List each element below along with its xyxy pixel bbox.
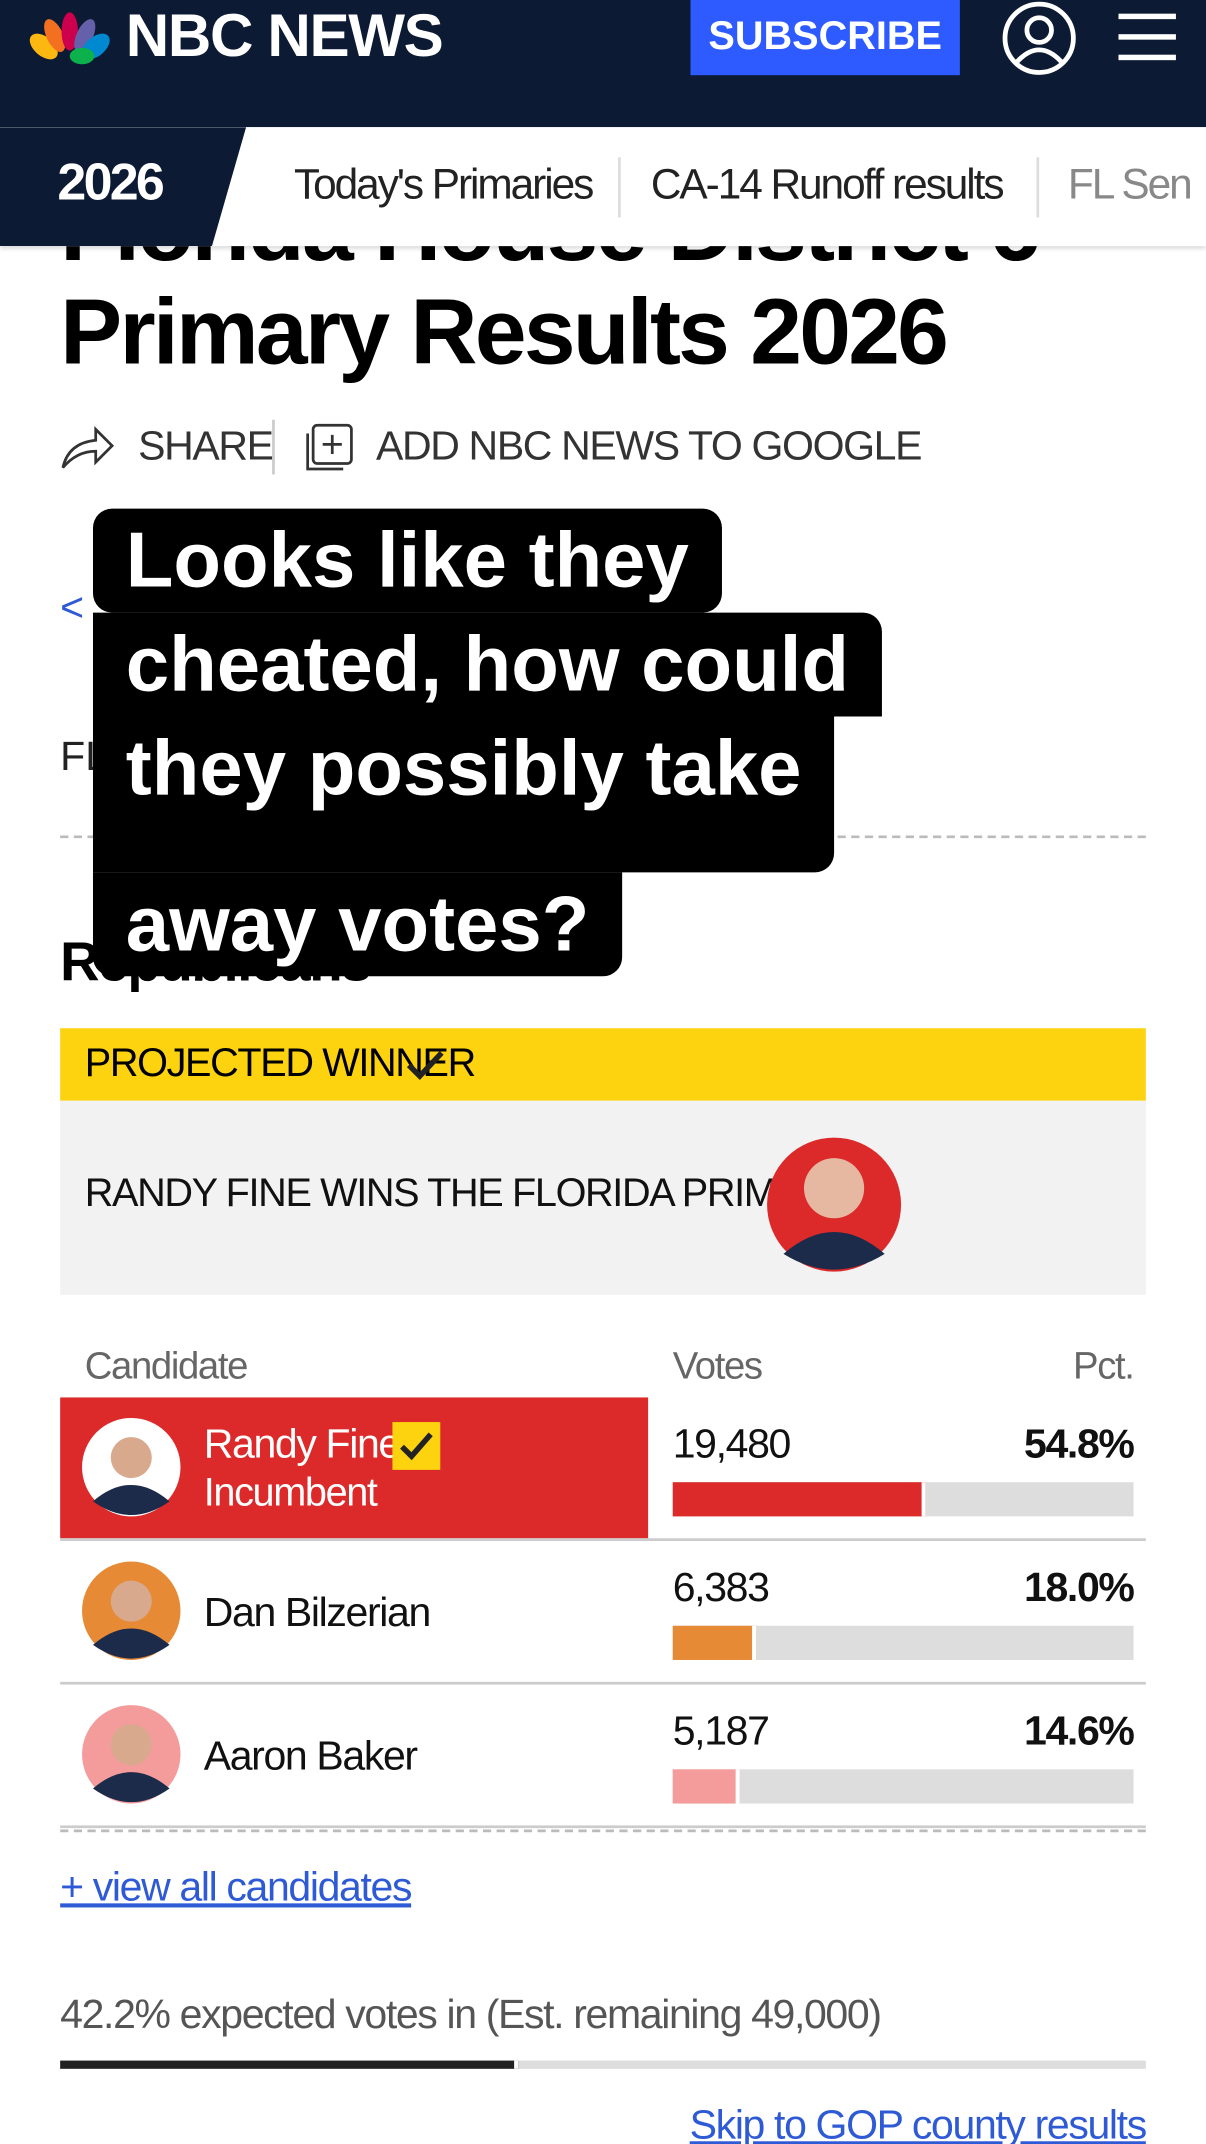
badge: 2026 xyxy=(57,154,164,212)
caption-line: away votes? xyxy=(92,872,623,977)
caption-line: cheated, how could xyxy=(92,612,882,717)
column-header: Votes xyxy=(672,1344,763,1387)
candidate-name: Aaron Baker xyxy=(203,1733,418,1779)
candidate-note: Incumbent xyxy=(203,1471,378,1516)
subscribe-button[interactable]: SUBSCRIBE xyxy=(690,0,960,76)
winner-banner: PROJECTED WINNER xyxy=(60,1028,1146,1101)
pct: 14.6% xyxy=(1024,1709,1135,1755)
divider xyxy=(618,157,621,218)
divider xyxy=(272,419,275,475)
badge-bg xyxy=(0,127,247,247)
candidate-photo xyxy=(82,1705,181,1804)
candidate-name: Dan Bilzerian xyxy=(203,1590,432,1636)
election-nav: 2026 Today's Primaries CA-14 Runoff resu… xyxy=(0,127,1206,247)
nav-link[interactable]: CA-14 Runoff results xyxy=(650,159,1005,208)
column-header: Pct. xyxy=(1073,1344,1135,1387)
caption-line: Looks like they xyxy=(92,508,722,613)
votes: 5,187 xyxy=(672,1709,770,1755)
bar-track xyxy=(672,1625,1134,1660)
bar-track xyxy=(672,1769,1134,1804)
site-header: NBC NEWS SUBSCRIBE xyxy=(0,0,1206,128)
add-icon[interactable] xyxy=(305,423,354,472)
winner-headline: RANDY FINE WINS THE FLORIDA PRIMARY xyxy=(84,1171,854,1216)
title-line: Primary Results 2026 xyxy=(60,280,949,385)
votes: 6,383 xyxy=(672,1565,770,1611)
winner-box: RANDY FINE WINS THE FLORIDA PRIMARY xyxy=(60,1100,1146,1295)
menu-icon[interactable] xyxy=(1118,11,1178,66)
caption-line: they possibly take xyxy=(92,716,835,873)
candidate-photo xyxy=(82,1561,181,1660)
check-icon xyxy=(400,1432,433,1461)
bar-track xyxy=(672,1482,1134,1517)
add-to-google[interactable]: ADD NBC NEWS TO GOOGLE xyxy=(376,423,922,470)
skip-link[interactable]: Skip to GOP county results xyxy=(689,2102,1148,2144)
back-link[interactable]: < xyxy=(60,585,85,631)
expected-text: 42.2% expected votes in (Est. remaining … xyxy=(60,1992,882,2038)
share[interactable]: SHARE xyxy=(138,423,274,470)
row-separator xyxy=(60,1538,1146,1542)
bar xyxy=(672,1482,926,1517)
divider xyxy=(1036,157,1040,218)
bar xyxy=(672,1769,740,1804)
share-icon[interactable] xyxy=(60,424,115,470)
caption-text: they possibly take xyxy=(125,724,802,813)
candidate-name: Randy Fine xyxy=(203,1422,401,1468)
pct: 54.8% xyxy=(1024,1422,1135,1468)
nav-link[interactable]: Today's Primaries xyxy=(293,159,594,208)
bar xyxy=(672,1625,756,1660)
check-icon xyxy=(406,1050,444,1081)
nav-link[interactable]: FL Sen xyxy=(1067,159,1193,208)
view-all-link[interactable]: + view all candidates xyxy=(60,1865,412,1911)
candidate-photo xyxy=(82,1417,181,1517)
votes: 19,480 xyxy=(672,1422,792,1468)
column-header: Candidate xyxy=(84,1344,249,1387)
winner-photo xyxy=(767,1137,902,1272)
brand: NBC NEWS xyxy=(125,2,444,70)
row-separator xyxy=(60,1825,1146,1829)
profile-icon[interactable] xyxy=(1001,0,1078,77)
peacock-logo xyxy=(29,12,110,65)
dashed-rule xyxy=(60,1829,1146,1833)
expected-track xyxy=(60,2060,1146,2069)
expected-bar xyxy=(60,2060,519,2069)
row-separator xyxy=(60,1681,1146,1685)
winner-check xyxy=(392,1422,441,1470)
pct: 18.0% xyxy=(1024,1565,1135,1611)
